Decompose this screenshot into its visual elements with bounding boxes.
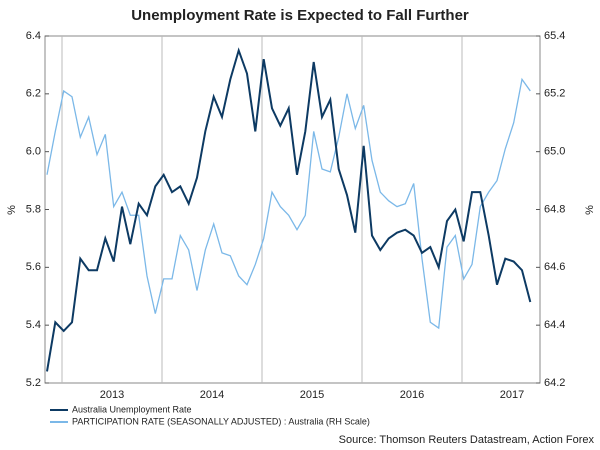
- y2-tick-label: 64.2: [544, 377, 565, 389]
- x-tick-label: 2017: [500, 389, 524, 401]
- y-tick-label: 5.2: [26, 377, 41, 389]
- x-tick-label: 2015: [300, 389, 324, 401]
- y2-tick-label: 65.2: [544, 88, 565, 100]
- y-tick-label: 5.6: [26, 261, 41, 273]
- series-line: [46, 47, 532, 372]
- y2-axis-label: %: [584, 205, 596, 215]
- x-tick-label: 2016: [400, 389, 424, 401]
- y2-tick-label: 64.6: [544, 261, 565, 273]
- y-tick-label: 5.4: [26, 319, 41, 331]
- y2-tick-label: 65.4: [544, 30, 565, 42]
- legend-label: Australia Unemployment Rate: [72, 404, 192, 414]
- y-tick-label: 6.0: [26, 146, 41, 158]
- chart-title: Unemployment Rate is Expected to Fall Fu…: [131, 7, 469, 24]
- y-axis-label: %: [6, 205, 18, 215]
- x-tick-label: 2014: [200, 389, 224, 401]
- y-tick-label: 6.2: [26, 88, 41, 100]
- source: Source: Thomson Reuters Datastream, Acti…: [339, 434, 595, 446]
- plot-frame: [44, 35, 541, 384]
- series-line: [46, 77, 531, 330]
- y2-tick-label: 65.0: [544, 146, 565, 158]
- x-tick-label: 2013: [100, 389, 124, 401]
- y-tick-label: 6.4: [26, 30, 41, 42]
- legend-label: PARTICIPATION RATE (SEASONALLY ADJUSTED)…: [72, 416, 370, 426]
- y2-tick-label: 64.4: [544, 319, 565, 331]
- y-tick-label: 5.8: [26, 203, 41, 215]
- y2-tick-label: 64.8: [544, 203, 565, 215]
